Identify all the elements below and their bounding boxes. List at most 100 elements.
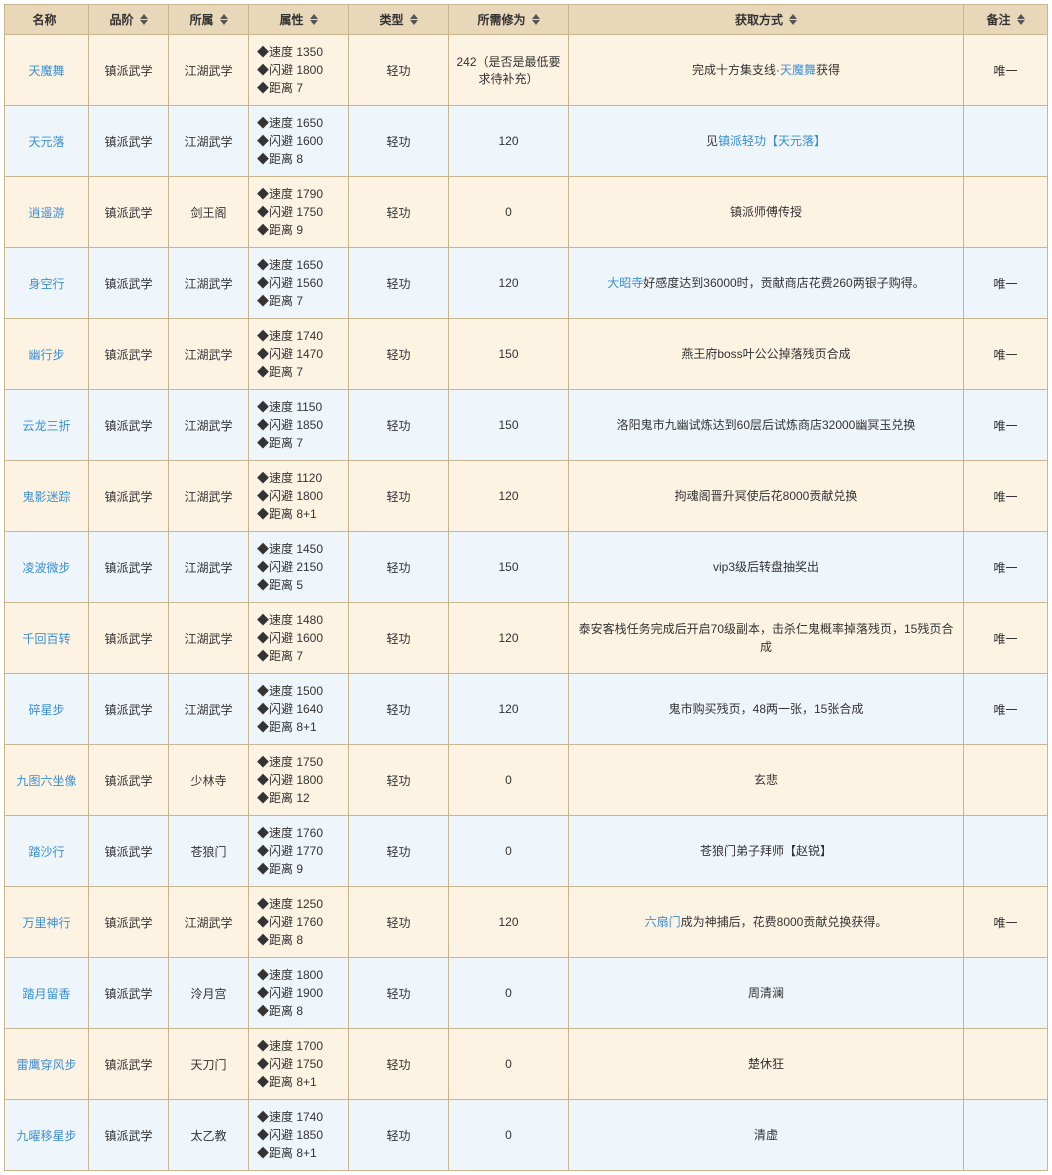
cell-req: 0 — [449, 745, 569, 816]
table-row: 千回百转镇派武学江湖武学◆速度 1480 ◆闪避 1600 ◆距离 7轻功120… — [5, 603, 1048, 674]
sort-icon[interactable] — [532, 14, 540, 25]
cell-req: 0 — [449, 958, 569, 1029]
cell-grade: 镇派武学 — [89, 390, 169, 461]
cell-origin: 江湖武学 — [169, 35, 249, 106]
cell-note — [964, 177, 1048, 248]
acquisition-text: 拘魂阁晋升冥使后花8000贡献兑换 — [675, 489, 858, 503]
column-header-origin[interactable]: 所属 — [169, 5, 249, 35]
table-header-row: 名称 品阶 所属 属性 类型所需修为 获取方式 备注 — [5, 5, 1048, 35]
column-header-grade[interactable]: 品阶 — [89, 5, 169, 35]
skill-name-link[interactable]: 凌波微步 — [22, 561, 70, 575]
acquisition-text: 成为神捕后，花费8000贡献兑换获得。 — [681, 915, 888, 929]
skill-name-link[interactable]: 踏月留香 — [22, 987, 70, 1001]
skill-name-link[interactable]: 身空行 — [28, 277, 64, 291]
cell-grade: 镇派武学 — [89, 958, 169, 1029]
column-header-acq[interactable]: 获取方式 — [569, 5, 964, 35]
column-label: 获取方式 — [735, 11, 783, 28]
cell-type: 轻功 — [349, 674, 449, 745]
column-header-req[interactable]: 所需修为 — [449, 5, 569, 35]
cell-origin: 江湖武学 — [169, 887, 249, 958]
skill-name-link[interactable]: 踏沙行 — [28, 845, 64, 859]
cell-origin: 江湖武学 — [169, 603, 249, 674]
cell-req: 120 — [449, 106, 569, 177]
column-label: 品阶 — [109, 11, 133, 28]
cell-attributes: ◆速度 1740 ◆闪避 1850 ◆距离 8+1 — [249, 1100, 349, 1171]
cell-origin: 泠月宫 — [169, 958, 249, 1029]
cell-note: 唯一 — [964, 319, 1048, 390]
sort-icon[interactable] — [140, 14, 148, 25]
skill-name-link[interactable]: 碎星步 — [28, 703, 64, 717]
acquisition-text: 周清澜 — [748, 986, 784, 1000]
skill-name-link[interactable]: 鬼影迷踪 — [22, 490, 70, 504]
column-header-name[interactable]: 名称 — [5, 5, 89, 35]
column-header-attr[interactable]: 属性 — [249, 5, 349, 35]
cell-req: 150 — [449, 390, 569, 461]
cell-name: 雷鹰穿风步 — [5, 1029, 89, 1100]
cell-name: 碎星步 — [5, 674, 89, 745]
column-header-note[interactable]: 备注 — [964, 5, 1048, 35]
skill-name-link[interactable]: 幽行步 — [28, 348, 64, 362]
table-row: 天魔舞镇派武学江湖武学◆速度 1350 ◆闪避 1800 ◆距离 7轻功242（… — [5, 35, 1048, 106]
cell-attributes: ◆速度 1650 ◆闪避 1600 ◆距离 8 — [249, 106, 349, 177]
cell-attributes: ◆速度 1740 ◆闪避 1470 ◆距离 7 — [249, 319, 349, 390]
skill-name-link[interactable]: 雷鹰穿风步 — [16, 1058, 76, 1072]
cell-req: 120 — [449, 674, 569, 745]
acquisition-text: 获得 — [816, 63, 840, 77]
cell-note: 唯一 — [964, 887, 1048, 958]
cell-name: 天元落 — [5, 106, 89, 177]
skill-name-link[interactable]: 九图六坐像 — [16, 774, 76, 788]
cell-grade: 镇派武学 — [89, 1100, 169, 1171]
cell-type: 轻功 — [349, 177, 449, 248]
skill-name-link[interactable]: 云龙三折 — [22, 419, 70, 433]
sort-icon[interactable] — [310, 14, 318, 25]
cell-type: 轻功 — [349, 1100, 449, 1171]
cell-acquisition: 玄悲 — [569, 745, 964, 816]
acquisition-text: vip3级后转盘抽奖出 — [713, 560, 819, 574]
inline-link[interactable]: 六扇门 — [645, 915, 681, 929]
cell-acquisition: 苍狼门弟子拜师【赵锐】 — [569, 816, 964, 887]
sort-icon[interactable] — [1017, 14, 1025, 25]
sort-icon[interactable] — [220, 14, 228, 25]
column-header-type[interactable]: 类型 — [349, 5, 449, 35]
skill-name-link[interactable]: 天魔舞 — [28, 64, 64, 78]
cell-grade: 镇派武学 — [89, 177, 169, 248]
cell-origin: 江湖武学 — [169, 390, 249, 461]
cell-origin: 太乙教 — [169, 1100, 249, 1171]
table-row: 身空行镇派武学江湖武学◆速度 1650 ◆闪避 1560 ◆距离 7轻功120大… — [5, 248, 1048, 319]
acquisition-text: 见 — [706, 134, 718, 148]
skill-name-link[interactable]: 千回百转 — [22, 632, 70, 646]
cell-acquisition: 洛阳鬼市九幽试炼达到60层后试炼商店32000幽冥玉兑换 — [569, 390, 964, 461]
cell-req: 120 — [449, 603, 569, 674]
cell-req: 0 — [449, 1029, 569, 1100]
skill-name-link[interactable]: 九曜移星步 — [16, 1129, 76, 1143]
cell-attributes: ◆速度 1450 ◆闪避 2150 ◆距离 5 — [249, 532, 349, 603]
skill-name-link[interactable]: 天元落 — [28, 135, 64, 149]
sort-icon[interactable] — [789, 14, 797, 25]
cell-attributes: ◆速度 1120 ◆闪避 1800 ◆距离 8+1 — [249, 461, 349, 532]
inline-link[interactable]: 天魔舞 — [780, 63, 816, 77]
cell-note — [964, 958, 1048, 1029]
cell-type: 轻功 — [349, 461, 449, 532]
skill-name-link[interactable]: 万里神行 — [22, 916, 70, 930]
cell-note: 唯一 — [964, 674, 1048, 745]
cell-note: 唯一 — [964, 35, 1048, 106]
inline-link[interactable]: 大昭寺 — [607, 276, 643, 290]
cell-origin: 江湖武学 — [169, 319, 249, 390]
cell-grade: 镇派武学 — [89, 745, 169, 816]
inline-link[interactable]: 镇派轻功【天元落】 — [718, 134, 826, 148]
table-row: 雷鹰穿风步镇派武学天刀门◆速度 1700 ◆闪避 1750 ◆距离 8+1轻功0… — [5, 1029, 1048, 1100]
skill-name-link[interactable]: 逍遥游 — [28, 206, 64, 220]
table-body: 天魔舞镇派武学江湖武学◆速度 1350 ◆闪避 1800 ◆距离 7轻功242（… — [5, 35, 1048, 1171]
cell-acquisition: 镇派师傅传授 — [569, 177, 964, 248]
cell-acquisition: 泰安客栈任务完成后开启70级副本，击杀仁鬼概率掉落残页，15残页合成 — [569, 603, 964, 674]
cell-name: 逍遥游 — [5, 177, 89, 248]
cell-name: 千回百转 — [5, 603, 89, 674]
cell-req: 150 — [449, 532, 569, 603]
sort-icon[interactable] — [410, 14, 418, 25]
cell-origin: 江湖武学 — [169, 532, 249, 603]
column-label: 属性 — [279, 11, 303, 28]
table-row: 九图六坐像镇派武学少林寺◆速度 1750 ◆闪避 1800 ◆距离 12轻功0玄… — [5, 745, 1048, 816]
table-row: 天元落镇派武学江湖武学◆速度 1650 ◆闪避 1600 ◆距离 8轻功120见… — [5, 106, 1048, 177]
cell-grade: 镇派武学 — [89, 461, 169, 532]
cell-grade: 镇派武学 — [89, 106, 169, 177]
